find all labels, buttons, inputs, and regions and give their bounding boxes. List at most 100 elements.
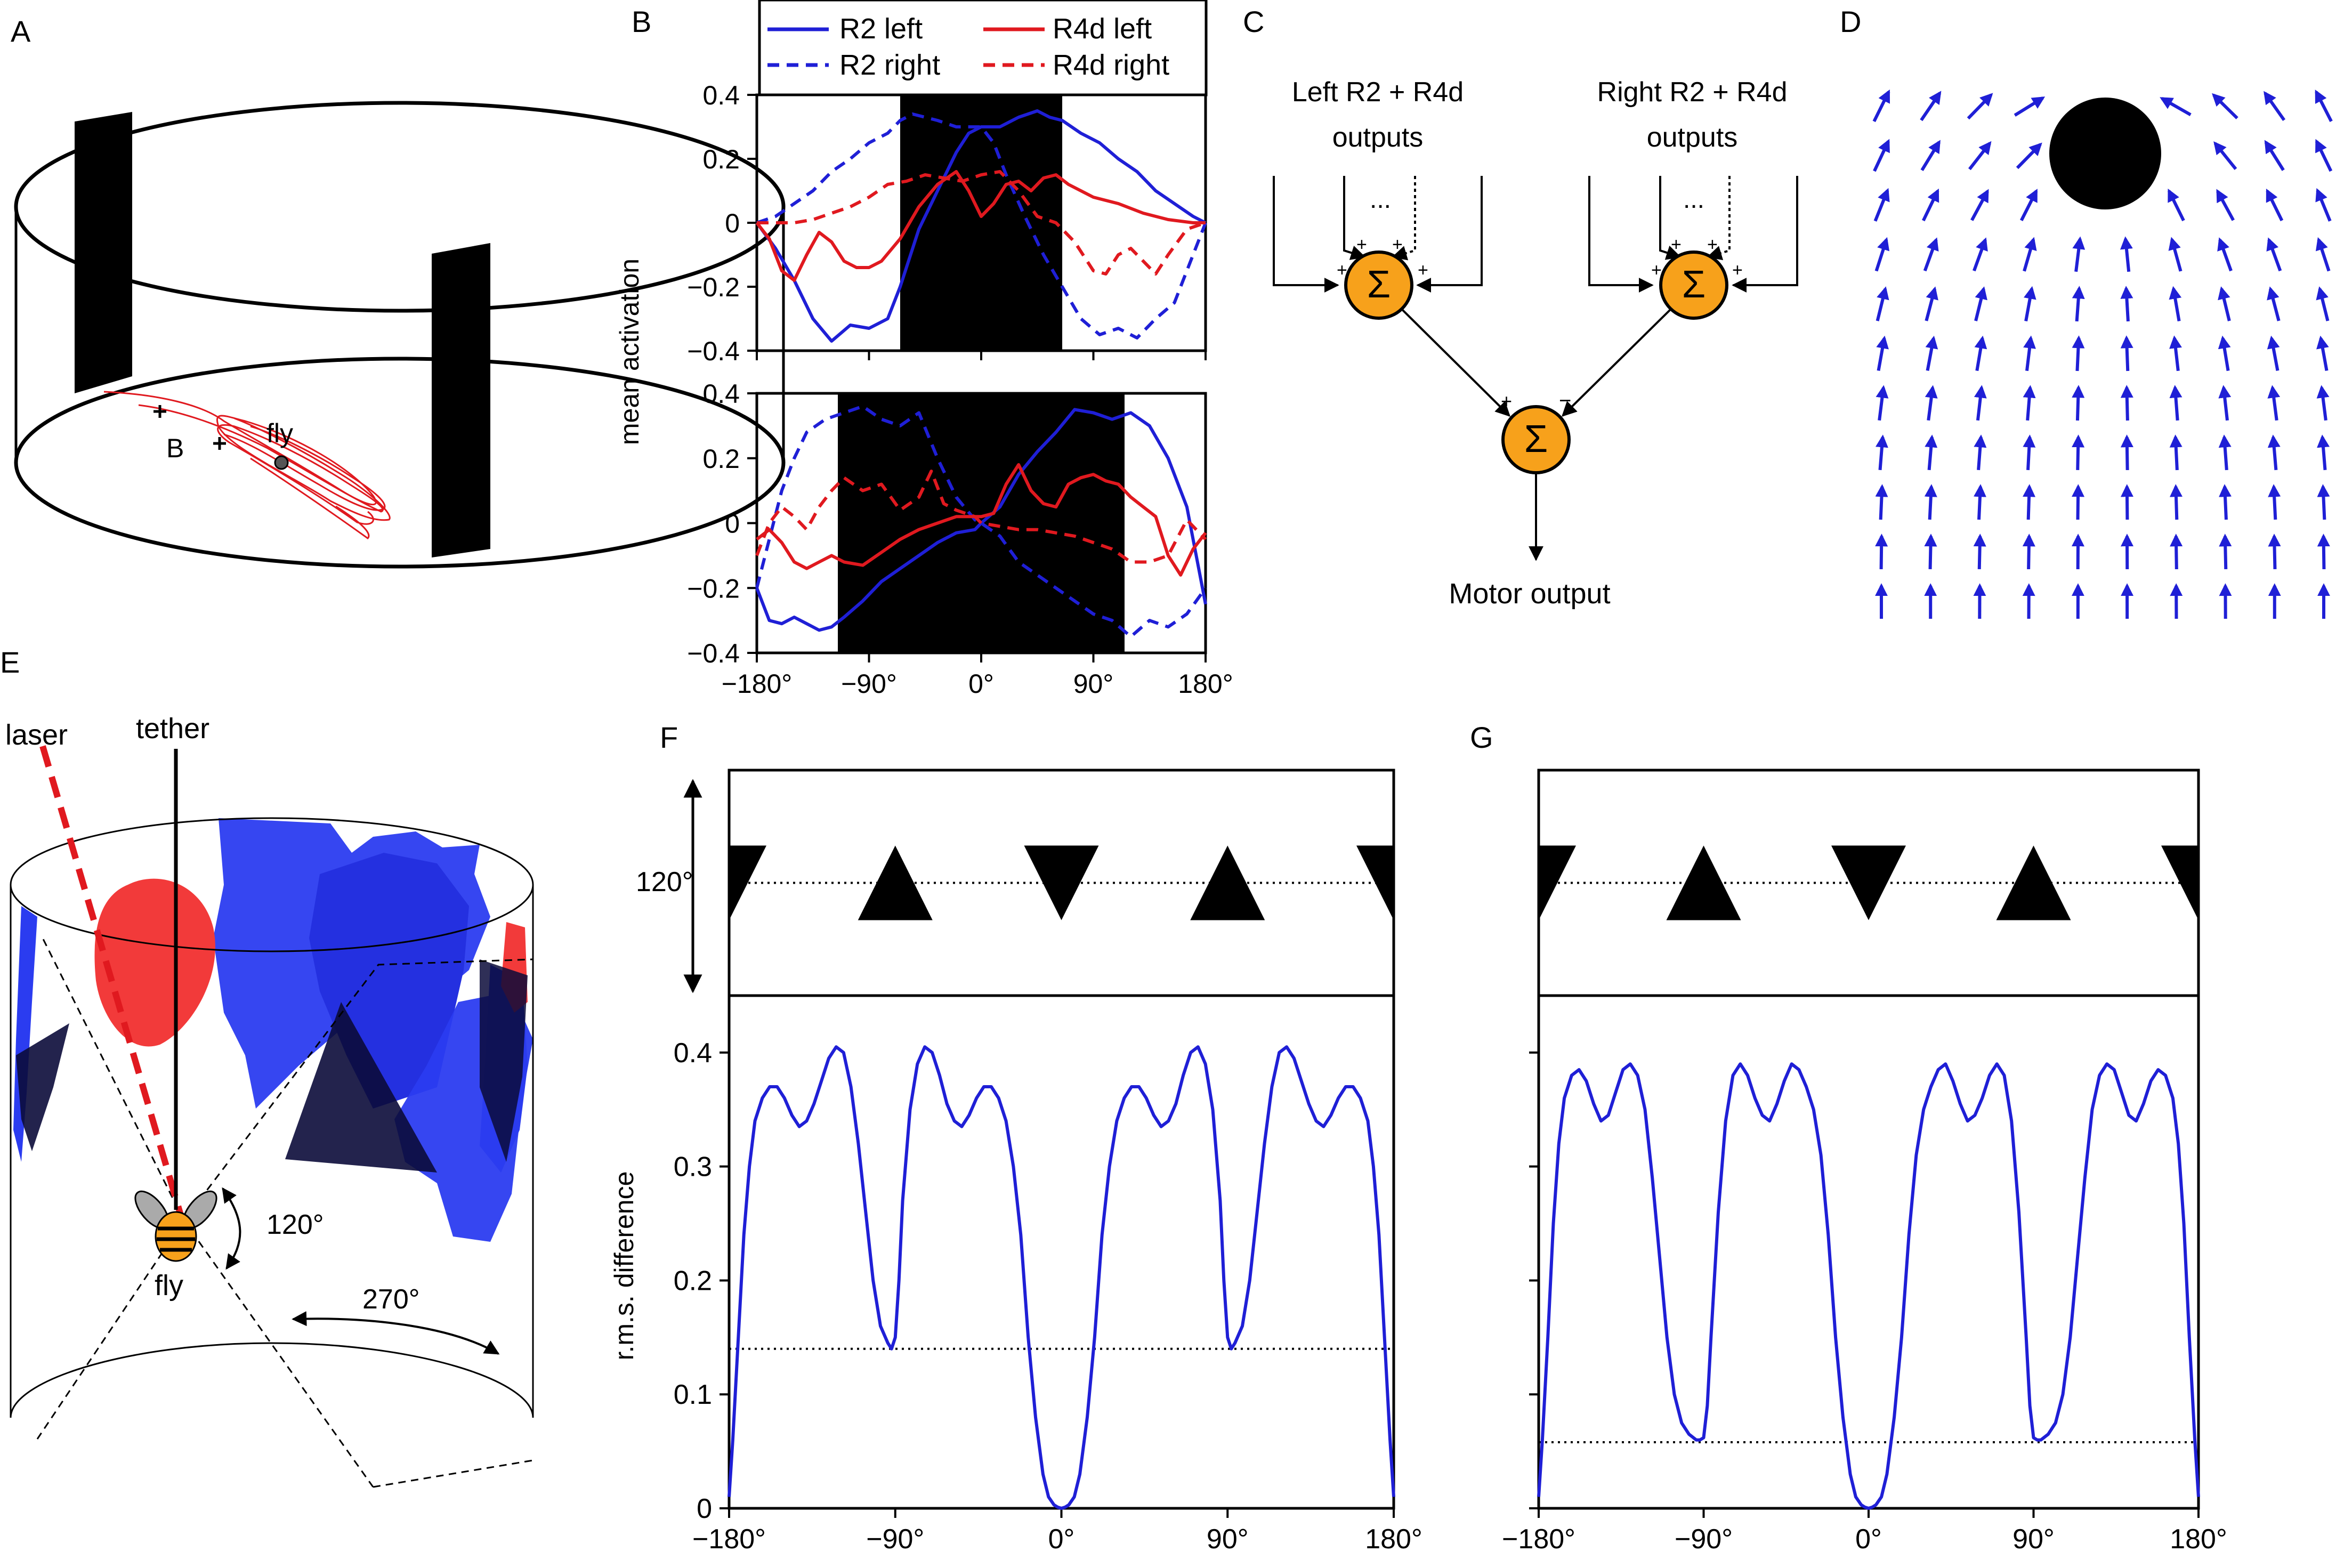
x-tick-label: −90° (1675, 1524, 1733, 1555)
inverted-triangle (729, 845, 766, 920)
field-arrow (1876, 335, 1889, 371)
y-tick-label: 0.3 (674, 1152, 712, 1183)
e-cylinder-bottom (10, 1342, 534, 1418)
field-arrow (1925, 335, 1938, 371)
field-arrow (1923, 237, 1939, 272)
c-right-label-2: outputs (1647, 122, 1738, 153)
f-ylabel: r.m.s. difference (609, 1171, 639, 1361)
y-tick-label: 0.2 (702, 444, 740, 474)
c-left-label-2: outputs (1332, 122, 1424, 153)
field-arrow (1970, 189, 1989, 221)
c-right-label-1: Right R2 + R4d (1597, 77, 1788, 108)
field-arrow (1967, 93, 1993, 120)
field-arrow (2014, 96, 2046, 117)
y-tick-label: 0.1 (674, 1379, 712, 1410)
angle-arrow-120 (222, 1187, 241, 1270)
x-tick-label: 180° (1365, 1524, 1422, 1555)
field-arrow (2168, 237, 2183, 272)
e-field-lines (36, 937, 534, 1488)
chart-f: 0 0.1 0.2 0.3 0.4 −180° −90° 0° 90° 180° (674, 994, 1422, 1555)
field-arrow (2169, 484, 2183, 520)
field-arrow (2267, 434, 2281, 471)
panel-c: C Left R2 + R4d outputs Right R2 + R4d o… (1243, 5, 1798, 610)
field-arrow (2219, 534, 2232, 570)
y-tick-label: −0.2 (687, 573, 740, 603)
panel-b: B mean activation −0.4−0.200.20.4 −0.4−0… (615, 0, 1233, 699)
field-arrow (2120, 385, 2133, 421)
fly-marker (274, 455, 289, 470)
y-tick-label: 0.2 (674, 1265, 712, 1296)
plus-l2: + (1356, 235, 1367, 255)
field-arrow (2266, 237, 2282, 272)
x-tick-label: −180° (692, 1524, 766, 1555)
field-arrow (2120, 335, 2133, 371)
field-arrow (2023, 335, 2036, 371)
field-arrow (2072, 335, 2085, 371)
inverted-triangle (2161, 845, 2198, 920)
panel-letter-f: F (660, 721, 678, 754)
plus-l1: + (1337, 260, 1347, 280)
sum-symbol-motor: Σ (1524, 418, 1548, 460)
field-arrow (1872, 89, 1890, 123)
field-arrow (1921, 188, 1939, 222)
label-b: B (166, 433, 184, 463)
field-arrow (2019, 189, 2038, 222)
field-arrow (2072, 385, 2085, 421)
field-arrow (1874, 237, 1890, 272)
field-arrow (1875, 534, 1888, 570)
inverted-triangle (1831, 845, 1906, 920)
field-arrow (1873, 188, 1890, 222)
field-arrow (1924, 484, 1937, 520)
y-tick-label: −0.4 (687, 638, 740, 668)
field-arrow (2219, 484, 2232, 520)
field-arrow (2023, 237, 2037, 272)
field-arrow (1974, 484, 1986, 520)
field-arrow (2169, 434, 2183, 471)
field-arrow (2120, 484, 2133, 520)
legend-r2-right: R2 right (839, 49, 940, 81)
pattern-content (1539, 845, 2198, 920)
field-arrow (2167, 188, 2185, 222)
marker-plus-2 (213, 437, 226, 450)
x-tick-label: 0° (968, 669, 994, 699)
e-label-tether: tether (136, 713, 209, 745)
field-arrow (1925, 434, 1938, 471)
field-arrow (2218, 434, 2232, 471)
plus-r1: + (1651, 260, 1662, 280)
y-tick-label: 0 (697, 1493, 712, 1524)
panel-letter-a: A (11, 14, 31, 48)
x-tick-label: −90° (841, 669, 897, 699)
panel-letter-g: G (1470, 721, 1493, 754)
field-arrow (1968, 141, 1992, 171)
e-label-laser: laser (5, 719, 68, 751)
x-tick-label: 0° (1048, 1524, 1075, 1555)
upright-triangle (1666, 845, 1741, 920)
series-line-1 (755, 405, 1207, 638)
plus-r2: + (1671, 235, 1682, 255)
field-arrow (2268, 484, 2281, 520)
field-arrow (2023, 286, 2036, 322)
panel-a: A B fly (11, 14, 786, 569)
e-dark-triangles (16, 959, 528, 1173)
y-tick-label: 0.2 (702, 144, 740, 174)
field-arrow (1920, 140, 1941, 172)
pattern-g (1537, 769, 2200, 997)
y-tick-label: −0.2 (687, 272, 740, 302)
x-tick-label: 180° (2170, 1524, 2227, 1555)
landmark-disc (2049, 98, 2161, 209)
c-combine-arrows (1401, 308, 1672, 561)
vector-field (1872, 89, 2333, 619)
b-ylabel: mean activation (615, 258, 644, 445)
pattern-content (729, 845, 1394, 920)
inverted-triangle (1356, 845, 1394, 920)
field-arrow (1973, 237, 1988, 272)
series-line-0 (755, 408, 1207, 632)
field-arrow (2169, 335, 2182, 371)
panel-letter-c: C (1243, 5, 1264, 38)
angle-arrow-270 (292, 1311, 500, 1355)
inverted-triangle (1539, 845, 1576, 920)
field-arrow (2072, 236, 2086, 272)
field-arrow (2169, 286, 2182, 322)
pattern-f (728, 769, 1395, 997)
